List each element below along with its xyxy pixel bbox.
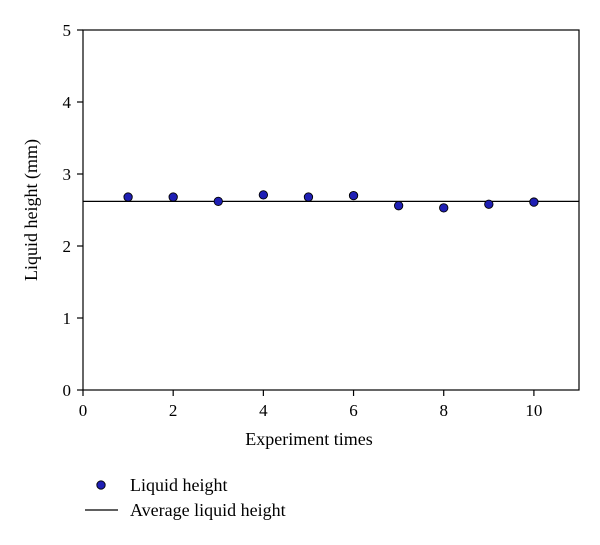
y-tick-label: 5 (63, 21, 72, 40)
x-tick-label: 8 (439, 401, 448, 420)
y-axis-title: Liquid height (mm) (21, 139, 42, 281)
data-point (484, 199, 494, 209)
plot-frame (82, 29, 580, 391)
x-axis-title: Experiment times (245, 429, 372, 449)
x-axis: 0 2 4 6 8 10 (79, 390, 542, 420)
y-tick-label: 4 (63, 93, 72, 112)
data-point (258, 190, 269, 200)
data-point (439, 203, 449, 213)
plot-marks (83, 190, 579, 213)
data-point (393, 201, 404, 211)
y-tick-label: 0 (63, 381, 72, 400)
data-point (168, 192, 178, 202)
data-point (348, 190, 359, 201)
x-tick-label: 6 (349, 401, 358, 420)
data-point (303, 192, 314, 202)
y-axis: 0 1 2 3 4 5 (63, 21, 83, 400)
x-tick-label: 4 (259, 401, 268, 420)
y-tick-label: 2 (63, 237, 72, 256)
x-tick-label: 10 (525, 401, 542, 420)
y-tick-label: 1 (63, 309, 72, 328)
legend-label-liquid-height: Liquid height (130, 475, 228, 495)
data-point (123, 192, 133, 202)
legend-label-average: Average liquid height (130, 500, 286, 520)
data-point (529, 197, 539, 207)
legend: Liquid height Average liquid height (85, 475, 286, 520)
x-tick-label: 2 (169, 401, 178, 420)
data-point (213, 196, 223, 207)
y-tick-label: 3 (63, 165, 72, 184)
x-tick-label: 0 (79, 401, 88, 420)
legend-marker-liquid-height (96, 480, 106, 490)
